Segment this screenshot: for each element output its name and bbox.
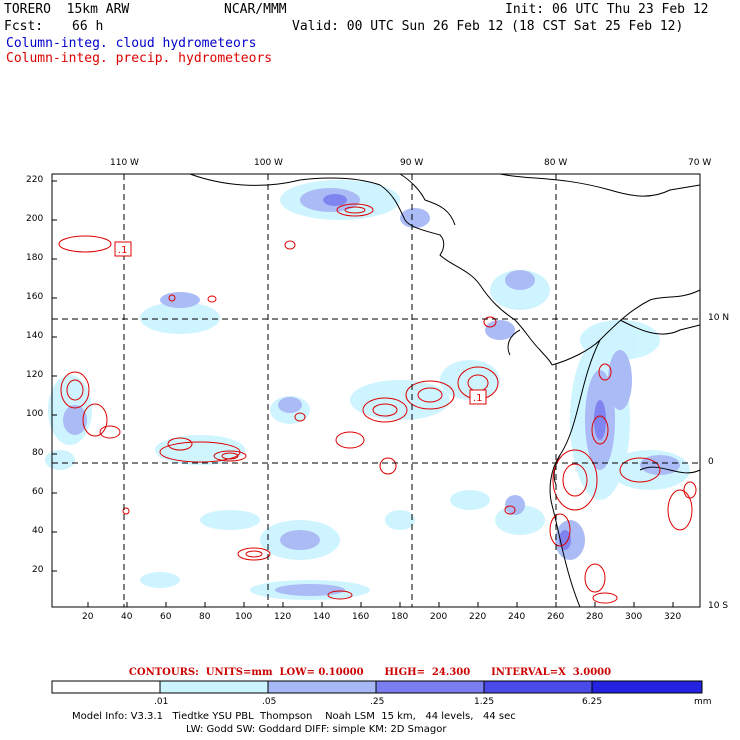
fcst-label: Fcst: [4, 19, 44, 34]
y-tick: 60 [32, 487, 44, 497]
x-tick: 80 [199, 612, 211, 622]
valid-time: Valid: 00 UTC Sun 26 Feb 12 (18 CST Sat … [292, 19, 684, 34]
y-tick: 200 [26, 214, 44, 224]
legend-threshold: .05 [262, 697, 277, 707]
y-tick: 180 [26, 253, 44, 263]
y-tick: 120 [26, 370, 44, 380]
model-name: TORERO 15km ARW [4, 2, 130, 17]
x-tick: 200 [430, 612, 448, 622]
color-legend-bar [51, 680, 703, 694]
x-tick: 280 [586, 612, 604, 622]
org-name: NCAR/MMM [224, 2, 287, 17]
x-tick: 220 [469, 612, 487, 622]
boxed-label-1-box [114, 241, 132, 257]
boxed-label-2-box [469, 389, 487, 405]
y-tick: 140 [26, 331, 44, 341]
model-info-line1: Model Info: V3.3.1 Tiedtke YSU PBL Thomp… [72, 711, 516, 722]
legend-threshold: 6.25 [582, 697, 603, 707]
lon-label-100w: 100 W [254, 158, 283, 168]
x-tick: 140 [313, 612, 331, 622]
legend-threshold: .25 [370, 697, 385, 707]
init-time: Init: 06 UTC Thu 23 Feb 12 [505, 2, 709, 17]
x-tick: 180 [391, 612, 409, 622]
x-tick: 20 [82, 612, 94, 622]
legend-unit: mm [694, 697, 712, 707]
coastlines [189, 173, 701, 608]
contour-high: HIGH= 24.300 [384, 667, 471, 678]
y-tick: 160 [26, 292, 44, 302]
precip-contours [58, 203, 697, 604]
x-tick: 240 [508, 612, 526, 622]
legend-threshold: .01 [154, 697, 169, 707]
contour-low: LOW= 0.10000 [279, 667, 364, 678]
lon-label-80w: 80 W [544, 158, 568, 168]
fcst-value: 66 h [72, 19, 104, 34]
tick-marks [52, 180, 674, 607]
y-tick: 80 [32, 448, 44, 458]
legend-threshold: 1.25 [474, 697, 495, 707]
x-tick: 260 [547, 612, 565, 622]
y-tick: 220 [26, 175, 44, 185]
x-tick: 120 [274, 612, 292, 622]
lon-label-70w: 70 W [688, 158, 712, 168]
lon-label-110w: 110 W [110, 158, 139, 168]
x-tick: 60 [160, 612, 172, 622]
boxed-label-2: .1 [473, 393, 483, 404]
contour-interval: INTERVAL=X 3.0000 [491, 667, 612, 678]
map-frame [51, 173, 701, 608]
x-tick: 40 [121, 612, 133, 622]
model-info-line2: LW: Godd SW: Goddard DIFF: simple KM: 2D… [186, 724, 447, 735]
x-tick: 100 [235, 612, 253, 622]
y-tick: 40 [32, 526, 44, 536]
lat-label-10n: 10 N [708, 313, 730, 323]
x-tick: 320 [664, 612, 682, 622]
contour-units: UNITS=mm [205, 667, 273, 678]
field-cloud-label: Column-integ. cloud hydrometeors [6, 36, 257, 51]
lat-label-10s: 10 S [708, 601, 729, 611]
x-tick: 300 [625, 612, 643, 622]
x-tick: 160 [352, 612, 370, 622]
y-tick: 20 [32, 565, 44, 575]
lon-label-90w: 90 W [400, 158, 424, 168]
field-precip-label: Column-integ. precip. hydrometeors [6, 51, 273, 66]
contour-info: CONTOURS: UNITS=mm LOW= 0.10000 HIGH= 24… [0, 667, 740, 678]
boxed-label-1: .1 [118, 245, 128, 256]
y-tick: 100 [26, 409, 44, 419]
contour-label: CONTOURS: [128, 667, 199, 678]
lat-label-0: 0 [708, 457, 714, 467]
